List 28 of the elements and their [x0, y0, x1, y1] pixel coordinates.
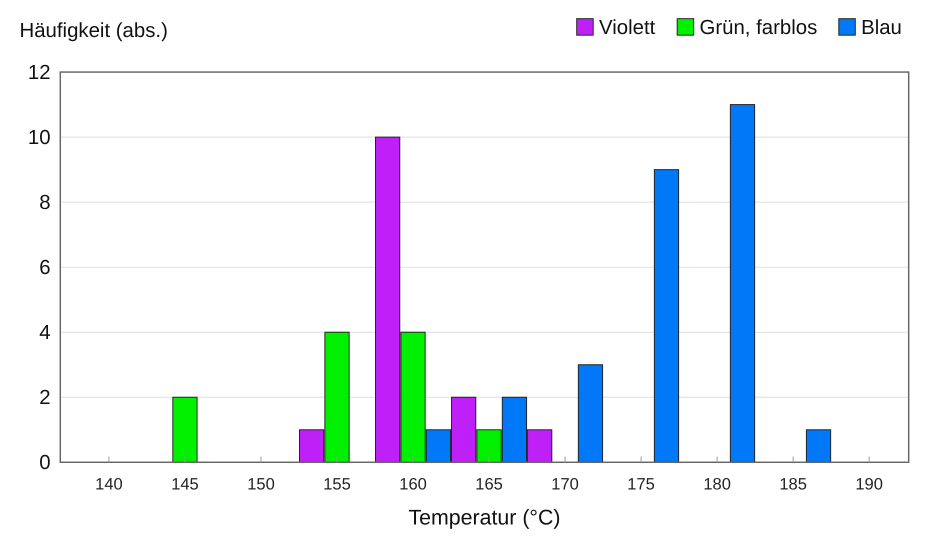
x-axis-title: Temperatur (°C)	[408, 505, 561, 530]
bar	[730, 104, 756, 463]
legend-label: Violett	[599, 17, 656, 40]
y-tick-label: 8	[39, 192, 51, 214]
x-tick-label: 170	[551, 475, 579, 494]
x-tick-label: 190	[855, 475, 883, 494]
x-tick-label: 150	[247, 475, 275, 494]
y-tick-label: 6	[39, 256, 51, 279]
bar	[806, 429, 832, 463]
y-tick-label: 10	[28, 126, 51, 149]
bar	[172, 396, 198, 463]
y-tick-label: 12	[28, 62, 51, 84]
x-tick-label: 155	[323, 475, 351, 494]
x-tick-label: 165	[475, 475, 503, 494]
legend-label: Blau	[861, 17, 902, 40]
legend-label: Grün, farblos	[699, 17, 818, 40]
y-tick-label: 2	[39, 387, 51, 410]
x-tick-label: 185	[779, 475, 807, 494]
x-tick-label: 160	[399, 475, 427, 494]
bar	[654, 169, 680, 463]
y-axis-title: Häufigkeit (abs.)	[20, 20, 168, 42]
x-tick-label: 180	[703, 475, 731, 494]
x-tick-label: 175	[627, 475, 655, 494]
y-tick-label: 4	[39, 322, 51, 344]
bar	[578, 364, 604, 463]
y-tick-label: 0	[39, 452, 51, 474]
x-tick-label: 140	[95, 475, 123, 494]
x-tick-label: 145	[171, 475, 199, 494]
